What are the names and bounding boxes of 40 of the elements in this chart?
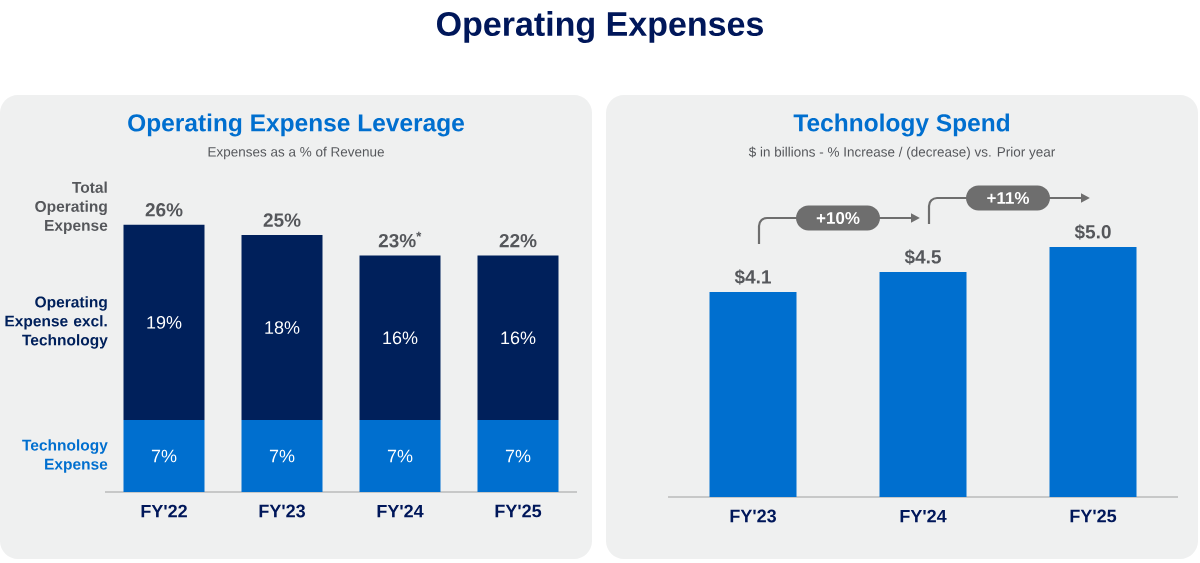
chart-title: Technology Spend [793,113,1010,137]
series-label: Technology Expense [22,439,108,473]
bar [477,255,559,421]
bar [123,420,205,492]
text: +11% [987,192,1030,204]
text: Operating Expenses [437,11,763,43]
total-label: 26% [145,203,183,217]
data-label: 19% [147,316,182,329]
x-tick-label: FY'25 [1070,509,1117,523]
text: +10% [816,211,860,225]
bar [359,255,441,421]
bar [241,420,323,492]
data-label: 7% [387,449,413,463]
data-label: $5.0 [1074,224,1111,240]
data-label: $4.5 [904,249,941,265]
bar [477,420,559,492]
x-tick-label: FY'23 [259,504,306,518]
total-label: 22% [499,233,537,248]
bar [359,420,441,492]
annotation: Total Operating Expense [35,181,108,234]
chart-title: Operating Expense Leverage [128,113,464,137]
x-tick-label: FY'22 [141,504,187,518]
chart-subtitle: $ in billions - % Increase / (decrease) vs. Prior year [748,146,1056,160]
data-label: 16% [383,331,418,345]
bar [241,235,323,421]
x-tick-label: FY'24 [900,509,947,523]
data-label: $4.1 [734,269,771,285]
total-label: 25% [263,213,301,227]
data-label: 16% [501,331,536,345]
x-tick-label: FY'24 [377,504,424,518]
data-label: 7% [269,449,295,463]
chart-subtitle: Expenses as a % of Revenue [208,146,384,160]
data-label: 18% [265,321,300,334]
data-label: 7% [505,449,531,463]
total-label: 23%$^{*}$ [378,231,422,248]
series-label: Operating Expense excl. Technology [5,296,108,349]
x-tick-label: FY'23 [730,509,777,523]
bar [123,224,205,421]
x-tick-label: FY'25 [495,504,542,518]
data-label: 7% [151,449,177,463]
